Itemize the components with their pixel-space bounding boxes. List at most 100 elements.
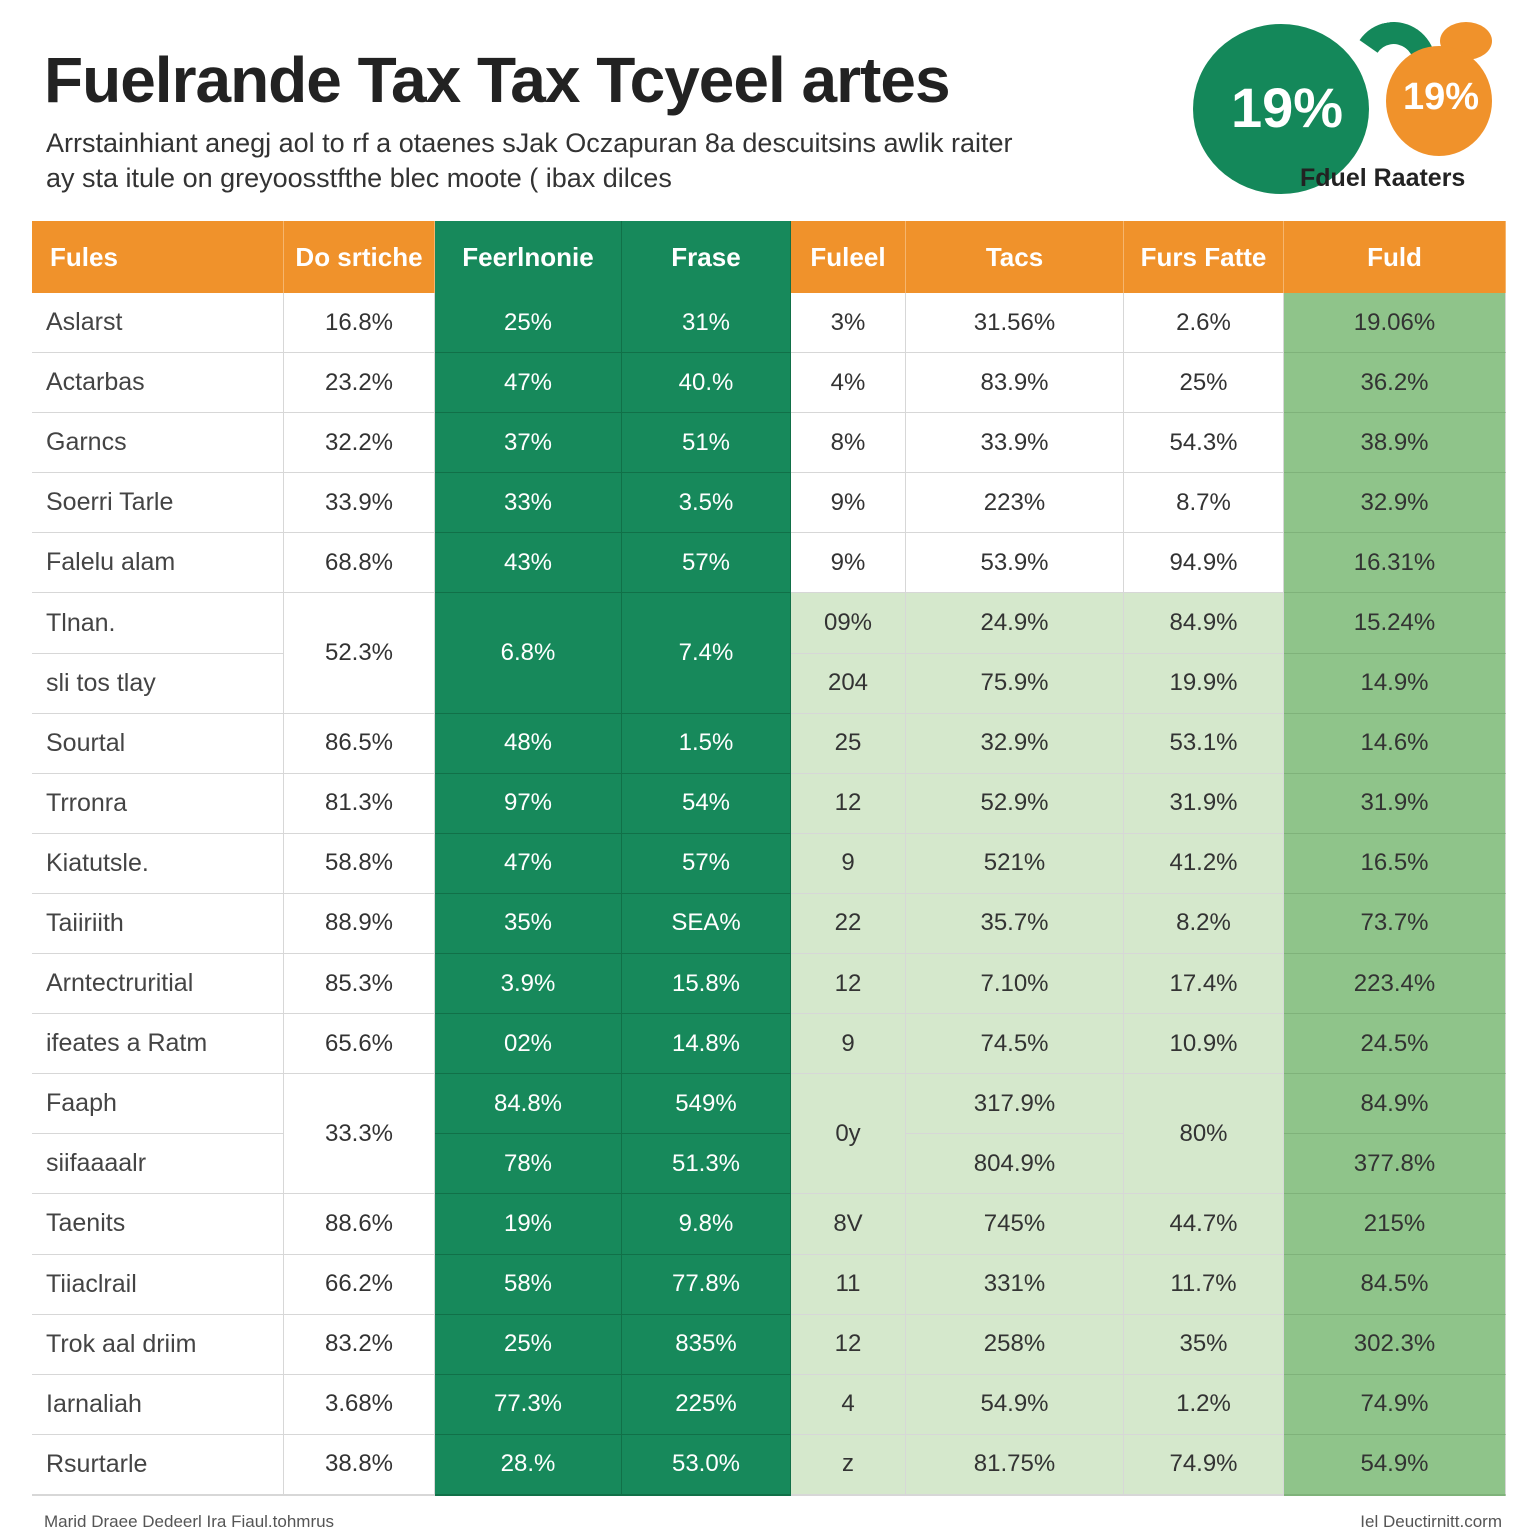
rate-cell: 25 (791, 713, 906, 774)
column-header: Fuleel (791, 221, 906, 293)
row-label: Taiiriith (32, 893, 284, 955)
rate-cell: 14.8% (622, 1014, 791, 1075)
row-label: Aslarst (32, 293, 284, 354)
secondary-rate-badge: 19% (1386, 46, 1492, 156)
rate-cell: 225% (622, 1374, 791, 1435)
rate-cell: 12 (791, 773, 906, 834)
rate-cell: 81.75% (906, 1434, 1124, 1495)
rate-cell: 7.10% (906, 954, 1124, 1015)
rate-cell: 7.4% (622, 593, 791, 714)
rate-cell: 32.9% (906, 713, 1124, 774)
rate-cell: 204 (791, 653, 906, 714)
rate-cell: 11.7% (1124, 1254, 1284, 1315)
rate-cell: 02% (435, 1014, 622, 1075)
rate-cell: 31.9% (1124, 1494, 1284, 1496)
rate-cell: 6.8% (435, 593, 622, 714)
rate-cell: 835% (622, 1314, 791, 1375)
rate-cell: 32.9% (1284, 473, 1506, 534)
rate-cell: 22 (791, 1494, 906, 1496)
rate-cell: 2.6% (1124, 293, 1284, 354)
rate-cell: 57% (622, 833, 791, 894)
rate-cell: 0y (791, 1074, 906, 1195)
row-label: Rsurtarle (32, 1434, 284, 1495)
rate-cell: 54% (622, 773, 791, 834)
rate-cell: 9.8% (622, 1194, 791, 1255)
row-label: Actarbas (32, 353, 284, 414)
column-header: Feerlnonie (435, 221, 622, 293)
rate-cell: 84.8% (435, 1074, 622, 1135)
rate-cell: 14.6% (1284, 713, 1506, 774)
rate-cell: 51.4% (622, 1494, 791, 1496)
rate-cell: 77.8% (622, 1254, 791, 1315)
row-label: Garncs (32, 413, 284, 474)
rate-cell: 8V (791, 1194, 906, 1255)
rate-cell: 35% (1124, 1314, 1284, 1375)
rate-cell: 09% (791, 593, 906, 654)
rate-cell: 52.3% (284, 593, 435, 714)
row-label: Soerri Tarle (32, 473, 284, 534)
rate-cell: 58% (435, 1254, 622, 1315)
rate-cell: 4% (791, 353, 906, 414)
rate-cell: 41.2% (1124, 833, 1284, 894)
rate-cell: 47% (435, 353, 622, 414)
rate-cell: 66.2% (284, 1254, 435, 1315)
rate-cell: 47% (435, 833, 622, 894)
rate-cell: 804.9% (906, 1134, 1124, 1195)
rate-cell: 51.3% (622, 1134, 791, 1195)
rate-cell: 5E.8% (1284, 1494, 1506, 1496)
rate-cell: 83.9% (906, 353, 1124, 414)
row-label: ifeates a Ratm (32, 1014, 284, 1075)
column-header: Fuld (1284, 221, 1506, 293)
rate-cell: 44.7% (1124, 1194, 1284, 1255)
rate-cell: 3.5% (622, 473, 791, 534)
rate-cell: 53.9% (906, 533, 1124, 594)
column-header: Do srtiche (284, 221, 435, 293)
rate-cell: 28.% (435, 1434, 622, 1495)
rate-cell: SEA% (622, 893, 791, 955)
rate-cell: 10.9% (1124, 1014, 1284, 1075)
secondary-rate-value: 19% (1402, 75, 1480, 118)
rate-cell: z (791, 1434, 906, 1495)
rate-cell: 51% (622, 413, 791, 474)
rate-cell: 15.24% (1284, 593, 1506, 654)
rate-cell: 35% (435, 893, 622, 955)
rate-cell: 19.06% (1284, 293, 1506, 354)
rate-cell: 43% (435, 533, 622, 594)
rate-cell: 97% (435, 773, 622, 834)
rate-cell: 19% (435, 1194, 622, 1255)
rate-cell: 75.9% (906, 653, 1124, 714)
rate-cell: 9 (791, 1014, 906, 1075)
rate-cell: 74.9% (1124, 1434, 1284, 1495)
rates-table: Fules Do srtiche Feerlnonie Frase Fuleel Tacs… (32, 221, 1506, 1496)
row-label: siifaaaalr (32, 1134, 284, 1195)
rate-cell: 80% (1124, 1074, 1284, 1195)
rate-cell: 31.9% (1284, 773, 1506, 834)
column-header: Tacs (906, 221, 1124, 293)
rate-cell: 40.% (622, 353, 791, 414)
rate-cell: 3.68% (284, 1374, 435, 1435)
page-title: Fuelrande Tax Tax Tcyeel artes (44, 44, 951, 116)
rate-cell: 33.9% (906, 413, 1124, 474)
row-label: sli tos tlay (32, 653, 284, 714)
rate-cell: 25% (435, 1314, 622, 1375)
rate-cell: 549% (622, 1074, 791, 1135)
rate-cell: 32.2% (284, 413, 435, 474)
rate-cell: 74.5% (906, 1014, 1124, 1075)
rate-cell: 54.9% (1284, 1434, 1506, 1495)
row-label: Falelu alam (32, 533, 284, 594)
rate-cell: 23.2% (284, 353, 435, 414)
rate-cell: 33% (435, 473, 622, 534)
primary-rate-badge: 19% (1193, 24, 1369, 194)
row-label: Sourtal (32, 713, 284, 774)
rate-cell: 331% (906, 1254, 1124, 1315)
row-label: Tiiaclrail (32, 1254, 284, 1315)
rate-cell: 86.3% (284, 1494, 435, 1496)
rate-cell: 33.3% (284, 1074, 435, 1195)
rate-cell: 35.7% (906, 893, 1124, 955)
rate-cell: 302.3% (1284, 1314, 1506, 1375)
rate-cell: 14.9% (1284, 653, 1506, 714)
rate-cell: 84.9% (1124, 593, 1284, 654)
rate-cell: 88.6% (284, 1194, 435, 1255)
column-header: Furs Fatte (1124, 221, 1284, 293)
rate-cell: 33.9% (284, 473, 435, 534)
